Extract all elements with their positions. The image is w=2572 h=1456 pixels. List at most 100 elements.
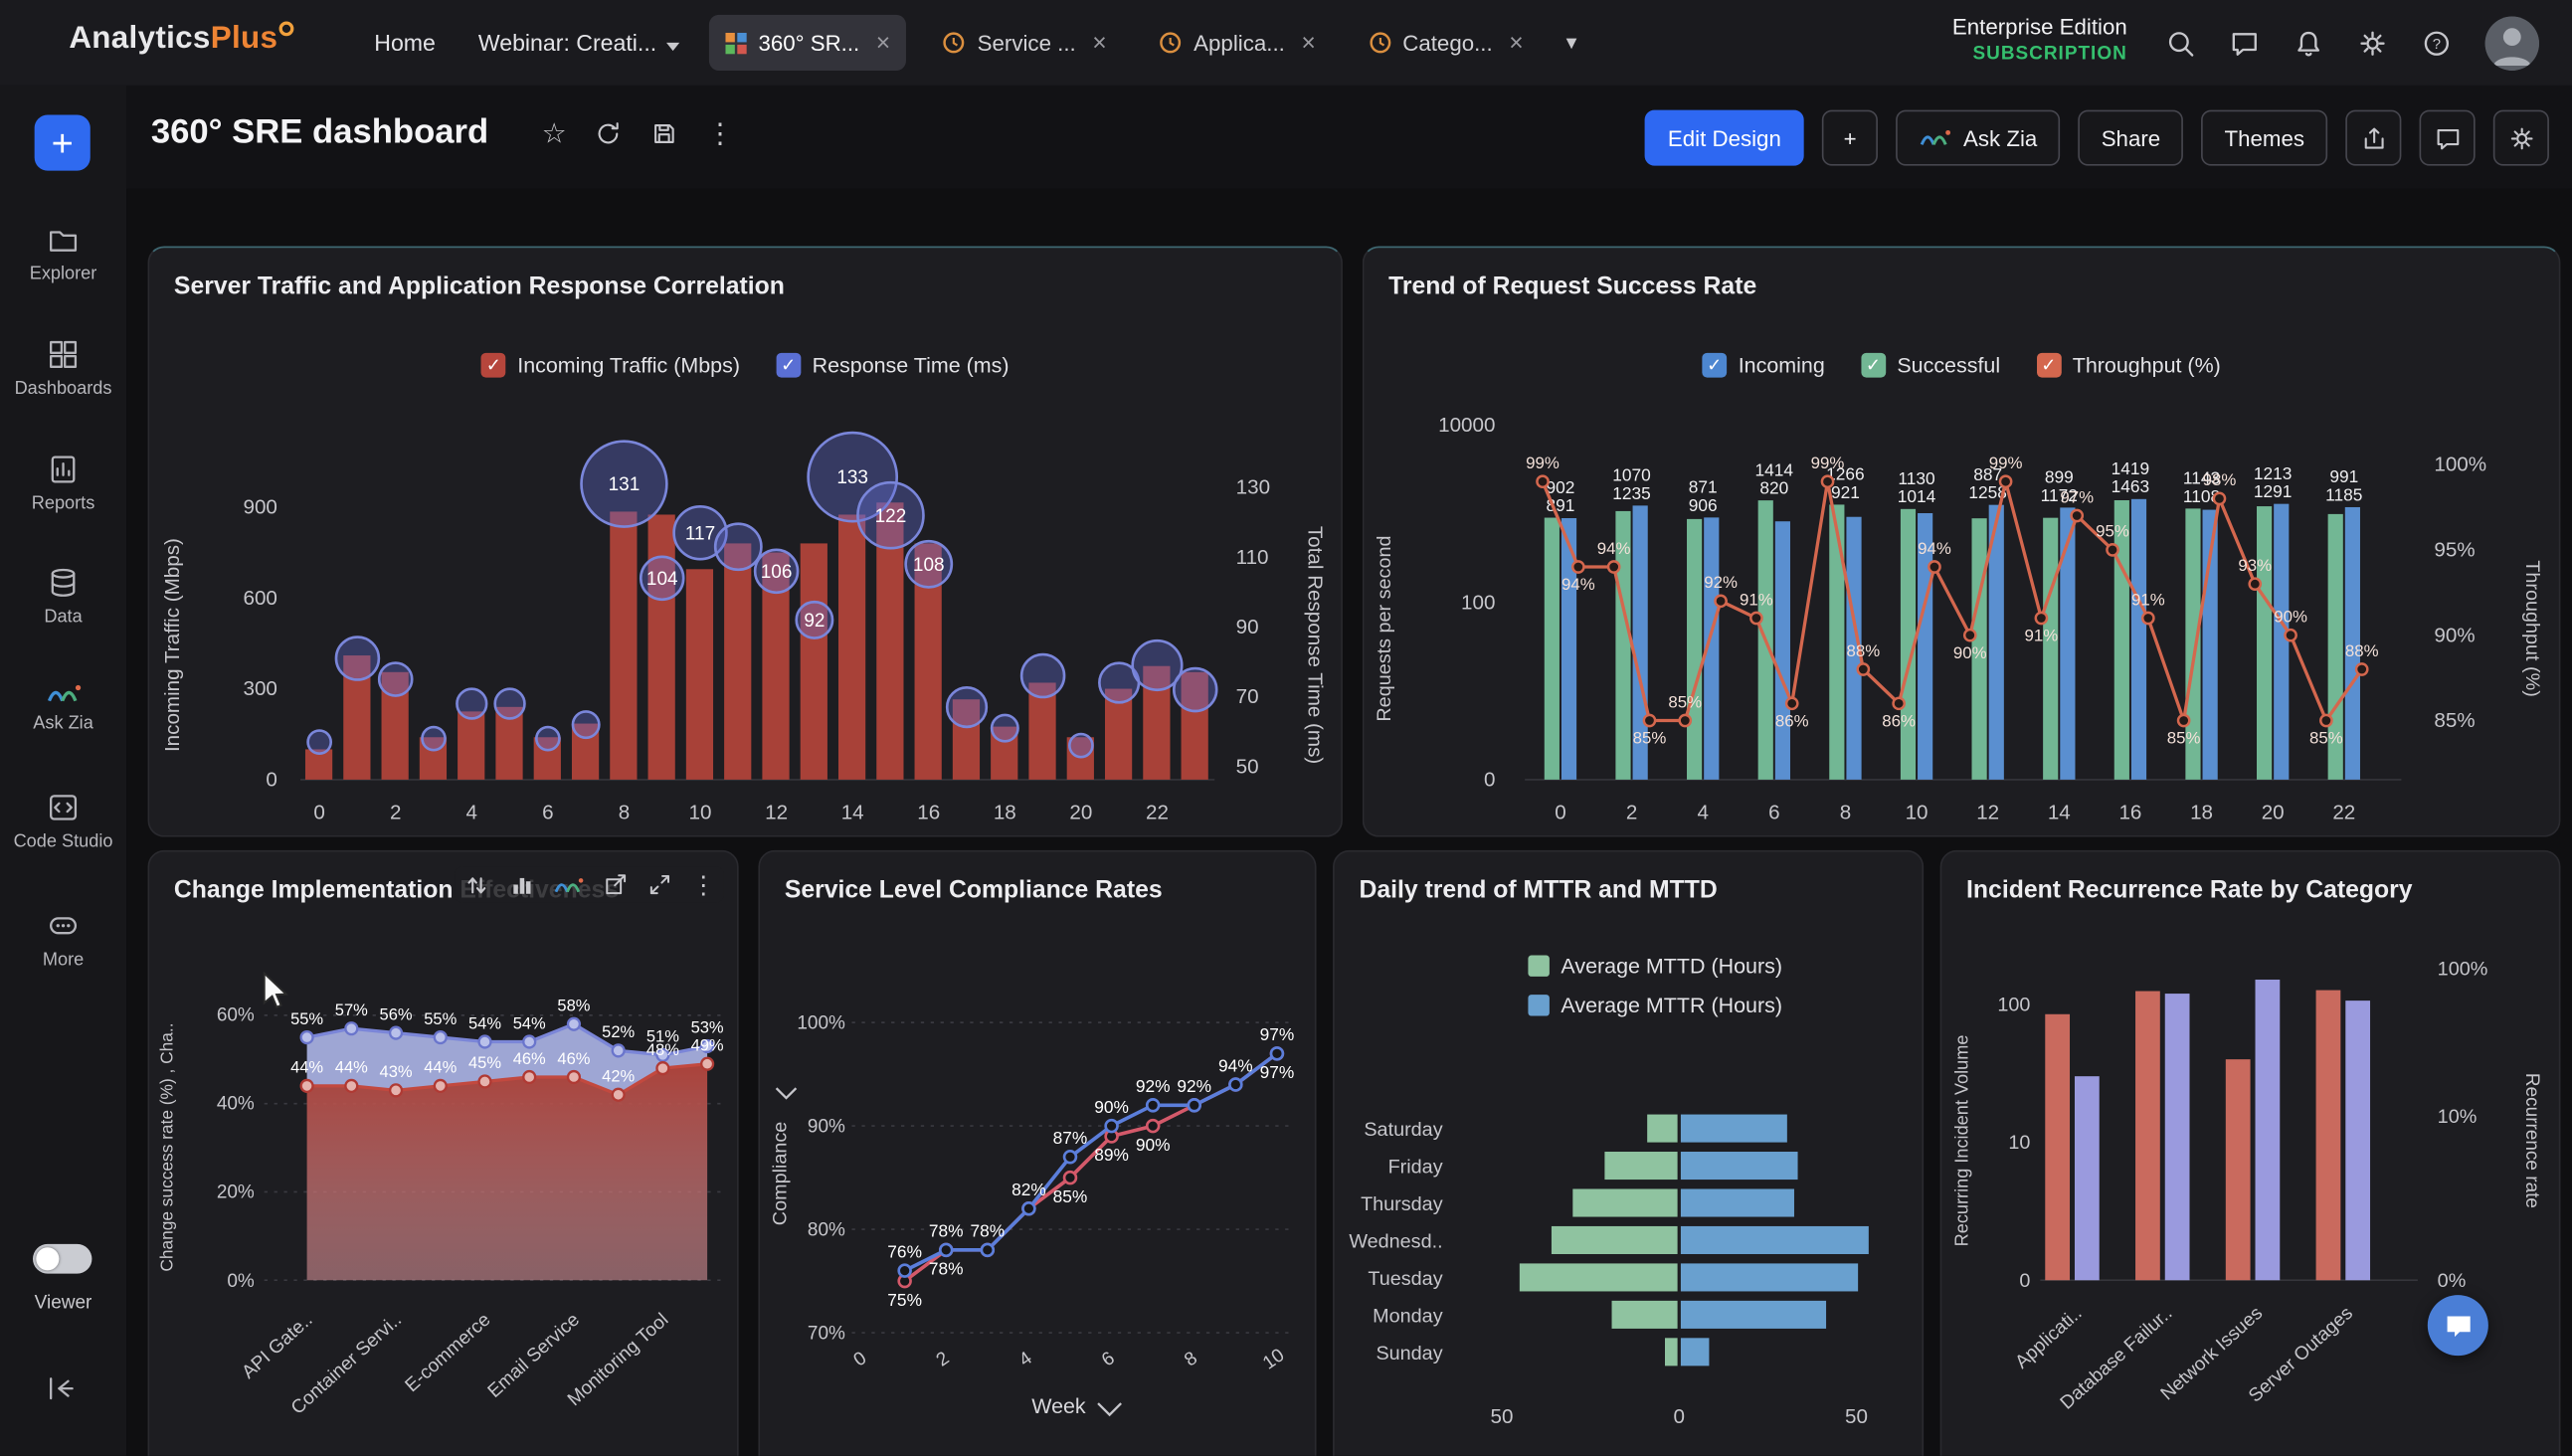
- throughput-point[interactable]: [2034, 611, 2049, 626]
- throughput-point[interactable]: [1606, 560, 1621, 574]
- sidebar-item-code-studio[interactable]: Code Studio: [0, 791, 126, 854]
- recurrence-chart[interactable]: Applicati..Database Failur..Network Issu…: [1941, 927, 2560, 1455]
- traffic-bar[interactable]: [1104, 688, 1133, 780]
- response-bubble[interactable]: [1172, 666, 1218, 713]
- add-button[interactable]: +: [1822, 109, 1879, 166]
- pink-point[interactable]: [1145, 1118, 1161, 1134]
- response-bubble[interactable]: [571, 710, 601, 740]
- success-point[interactable]: [566, 1016, 582, 1031]
- success-point[interactable]: [655, 1047, 670, 1062]
- response-bubble[interactable]: [1131, 638, 1184, 692]
- share-button[interactable]: Share: [2078, 109, 2184, 166]
- legend-item[interactable]: ✓ Successful: [1861, 352, 2000, 378]
- mttd-bar[interactable]: [1519, 1263, 1678, 1292]
- close-icon[interactable]: ×: [1301, 28, 1316, 57]
- pink-point[interactable]: [1062, 1170, 1078, 1185]
- close-icon[interactable]: ×: [1509, 28, 1524, 57]
- mttd-bar[interactable]: [1604, 1152, 1678, 1181]
- success-point[interactable]: [611, 1043, 626, 1058]
- mttr-bar[interactable]: [1680, 1263, 1859, 1292]
- volume-bar[interactable]: [2135, 991, 2160, 1281]
- throughput-point[interactable]: [1784, 696, 1799, 711]
- nav-home[interactable]: Home: [374, 29, 436, 57]
- response-bubble[interactable]: [795, 600, 834, 639]
- search-icon[interactable]: [2165, 27, 2196, 58]
- throughput-point[interactable]: [2284, 628, 2297, 642]
- traffic-bar[interactable]: [647, 514, 675, 780]
- chart-type-icon[interactable]: [509, 871, 535, 897]
- app-logo[interactable]: AnalyticsPlus: [69, 21, 294, 57]
- bell-icon[interactable]: [2293, 27, 2323, 58]
- traffic-bar[interactable]: [610, 511, 638, 780]
- traffic-bar[interactable]: [952, 699, 981, 780]
- successful-bar[interactable]: [2274, 503, 2290, 780]
- throughput-point[interactable]: [2212, 491, 2227, 506]
- legend-item[interactable]: ✓ Response Time (ms): [776, 352, 1010, 378]
- success-point[interactable]: [433, 1029, 448, 1045]
- open-in-new-icon[interactable]: [603, 871, 629, 897]
- traffic-bar[interactable]: [685, 569, 714, 780]
- response-bubble[interactable]: [807, 431, 899, 523]
- successful-bar[interactable]: [1632, 505, 1648, 780]
- rate-bar[interactable]: [2074, 1076, 2100, 1281]
- change-point[interactable]: [655, 1061, 670, 1076]
- throughput-point[interactable]: [2106, 543, 2119, 557]
- blue-point[interactable]: [1021, 1201, 1036, 1216]
- throughput-point[interactable]: [2319, 713, 2333, 728]
- rate-bar[interactable]: [2255, 980, 2281, 1281]
- blue-point[interactable]: [980, 1242, 996, 1258]
- change-point[interactable]: [611, 1087, 626, 1102]
- change-point[interactable]: [344, 1078, 359, 1094]
- legend-item[interactable]: ✓ Throughput (%): [2036, 352, 2221, 378]
- response-bubble[interactable]: [990, 713, 1019, 743]
- incoming-bar[interactable]: [2043, 517, 2059, 780]
- successful-bar[interactable]: [1988, 504, 2004, 780]
- incoming-bar[interactable]: [2185, 508, 2201, 780]
- change-point[interactable]: [299, 1078, 314, 1094]
- mttr-bar[interactable]: [1680, 1300, 1827, 1329]
- response-bubble[interactable]: [713, 522, 763, 572]
- legend-item[interactable]: ✓ Incoming Traffic (Mbps): [480, 352, 740, 378]
- change-point[interactable]: [522, 1069, 537, 1085]
- legend-item[interactable]: Average MTTD (Hours): [1528, 954, 1782, 979]
- comments-button[interactable]: [2419, 109, 2476, 166]
- response-bubble[interactable]: [306, 729, 333, 756]
- throughput-point[interactable]: [1749, 611, 1763, 626]
- blue-point[interactable]: [1269, 1046, 1285, 1061]
- mttd-bar[interactable]: [1611, 1300, 1678, 1329]
- traffic-bar[interactable]: [1143, 665, 1171, 780]
- throughput-point[interactable]: [2140, 611, 2155, 626]
- close-icon[interactable]: ×: [875, 28, 891, 57]
- volume-bar[interactable]: [2225, 1059, 2251, 1281]
- success-point[interactable]: [700, 1038, 715, 1054]
- successful-bar[interactable]: [1561, 518, 1577, 780]
- sidebar-item-ask-zia[interactable]: Ask Zia: [0, 681, 126, 737]
- throughput-point[interactable]: [2248, 577, 2263, 592]
- response-bubble[interactable]: [456, 687, 488, 720]
- settings-button[interactable]: [2492, 109, 2549, 166]
- legend-checkbox[interactable]: [1528, 995, 1550, 1016]
- successful-bar[interactable]: [2130, 498, 2147, 780]
- successful-bar[interactable]: [2060, 507, 2076, 780]
- incoming-bar[interactable]: [1900, 508, 1917, 780]
- successful-bar[interactable]: [1918, 513, 1933, 780]
- response-bubble[interactable]: [1019, 652, 1066, 699]
- throughput-point[interactable]: [1998, 474, 2013, 489]
- traffic-response-chart[interactable]: 0 300 600 900 50 70 90 110 130 Incoming Traffic (…: [149, 399, 1343, 837]
- mttr-mttd-chart[interactable]: Saturday Friday Thursday Wednesd.. Tuesday Mo…: [1335, 1049, 1924, 1456]
- support-chat-fab[interactable]: [2427, 1295, 2488, 1357]
- mttr-bar[interactable]: [1680, 1338, 1710, 1366]
- legend-checkbox[interactable]: [1528, 955, 1550, 977]
- tabs-overflow-chevron-icon[interactable]: ▾: [1565, 29, 1577, 55]
- successful-bar[interactable]: [1846, 516, 1862, 780]
- success-point[interactable]: [388, 1025, 404, 1040]
- legend-checkbox[interactable]: ✓: [776, 352, 802, 378]
- success-point[interactable]: [477, 1034, 492, 1049]
- mttd-bar[interactable]: [1551, 1225, 1678, 1254]
- user-avatar[interactable]: [2484, 15, 2540, 71]
- blue-point[interactable]: [1104, 1118, 1119, 1134]
- incoming-bar[interactable]: [1687, 518, 1703, 780]
- successful-bar[interactable]: [2344, 506, 2360, 780]
- favorite-star-icon[interactable]: ☆: [541, 117, 567, 150]
- save-icon[interactable]: [650, 119, 678, 147]
